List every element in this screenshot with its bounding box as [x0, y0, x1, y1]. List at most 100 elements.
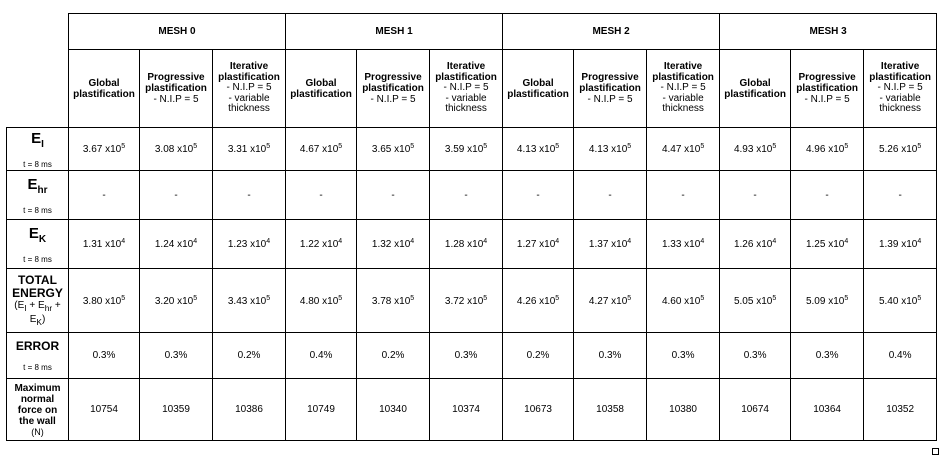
ei-subscript: I	[41, 138, 44, 150]
value-mantissa: 4.13 x10	[516, 144, 556, 155]
method-line: plastification	[652, 71, 714, 83]
value-mantissa: 3.67 x10	[82, 144, 122, 155]
ek-symbol: E	[28, 224, 39, 242]
value-cell-total: 3.80 x105	[68, 268, 140, 333]
error-time: t = 8 ms	[23, 362, 52, 372]
value-mantissa: 1.37 x10	[588, 239, 628, 250]
method-line: plastification	[796, 83, 858, 94]
value-cell-ei: 3.08 x105	[139, 127, 213, 171]
method-global-mesh-0: Global plastification	[68, 49, 140, 128]
method-line: Iterative	[229, 61, 269, 73]
maxforce-label-1: Maximum	[14, 382, 61, 394]
error-label: ERROR	[15, 338, 60, 353]
method-line: plastification	[145, 83, 207, 94]
value-cell-ek: 1.28 x104	[429, 219, 504, 269]
row-label-ei: EI t = 8 ms	[6, 127, 69, 171]
value-mantissa: 5.40 x10	[878, 295, 918, 307]
value-exponent: 5	[844, 294, 849, 302]
value-exponent: 5	[410, 143, 415, 150]
formula-close: )	[41, 313, 46, 325]
method-line: plastification	[579, 83, 641, 94]
value-mantissa: 4.26 x10	[516, 295, 556, 307]
method-line: - N.I.P = 5	[804, 94, 850, 105]
corner-blank-cell	[6, 13, 69, 128]
value-mantissa: 3.20 x10	[154, 295, 194, 307]
method-line: Progressive	[581, 72, 639, 83]
method-progressive-mesh-0: Progressive plastification - N.I.P = 5	[139, 49, 213, 128]
value-cell-ek: 1.26 x104	[719, 219, 792, 269]
method-line: - variable	[228, 92, 270, 104]
value-cell-total: 5.05 x105	[719, 268, 792, 333]
value-cell-error: 0.4%	[863, 332, 938, 379]
method-header-row: Global plastification Progressive plastific…	[7, 49, 938, 128]
value-mantissa: 3.72 x10	[444, 295, 484, 307]
method-line: Iterative	[663, 61, 703, 73]
value-cell-ei: 3.65 x105	[356, 127, 431, 171]
value-cell-total: 3.72 x105	[429, 268, 504, 333]
value-exponent: 5	[338, 294, 343, 302]
value-cell-ehr: -	[646, 170, 721, 220]
ei-time: t = 8 ms	[23, 159, 52, 169]
value-cell-ei: 4.96 x105	[790, 127, 865, 171]
results-table: MESH 0 MESH 1 MESH 2 MESH 3 Global plasti…	[6, 13, 938, 441]
value-cell-ei: 4.47 x105	[646, 127, 721, 171]
value-mantissa: 3.43 x10	[227, 295, 267, 307]
value-cell-ek: 1.23 x104	[211, 219, 287, 269]
value-mantissa: 4.60 x10	[661, 295, 701, 307]
value-mantissa: 1.27 x10	[516, 239, 556, 250]
method-global-mesh-2: Global plastification	[502, 49, 575, 128]
value-mantissa: 4.27 x10	[588, 295, 628, 307]
value-cell-ehr: -	[68, 170, 140, 220]
maxforce-label-2: normal	[20, 393, 55, 405]
value-cell-error: 0.3%	[68, 332, 140, 379]
value-cell-total: 3.20 x105	[139, 268, 213, 333]
value-exponent: 4	[483, 238, 488, 245]
method-line: thickness	[445, 103, 487, 115]
value-exponent: 5	[338, 143, 343, 150]
value-cell-ehr: -	[790, 170, 865, 220]
value-cell-ei: 4.13 x105	[573, 127, 648, 171]
value-cell-error: 0.4%	[285, 332, 358, 379]
maxforce-label-3: force on	[17, 404, 58, 416]
value-exponent: 5	[700, 143, 705, 150]
maxforce-unit: (N)	[31, 426, 44, 437]
method-line: Global	[522, 77, 554, 89]
value-exponent: 4	[193, 238, 198, 245]
row-error: ERROR t = 8 ms 0.3% 0.3% 0.2% 0.4% 0.2% 0.3% 0…	[6, 332, 938, 379]
value-cell-total: 5.09 x105	[790, 268, 865, 333]
method-progressive-mesh-2: Progressive plastification - N.I.P = 5	[573, 49, 648, 128]
method-line: plastification	[507, 88, 569, 100]
value-exponent: 5	[627, 143, 632, 150]
value-cell-maxforce: 10749	[285, 378, 358, 441]
value-exponent: 5	[844, 143, 849, 150]
method-iterative-mesh-0: Iterative plastification - N.I.P = 5- vari…	[211, 49, 287, 128]
value-exponent: 5	[555, 294, 560, 302]
value-exponent: 4	[700, 238, 705, 245]
value-mantissa: 1.33 x10	[661, 239, 701, 250]
value-cell-ek: 1.22 x104	[285, 219, 358, 269]
value-exponent: 5	[121, 294, 126, 302]
ehr-symbol: E	[27, 175, 38, 193]
value-cell-ehr: -	[502, 170, 575, 220]
value-exponent: 4	[917, 238, 922, 245]
value-cell-maxforce: 10673	[502, 378, 575, 441]
value-exponent: 5	[917, 143, 922, 150]
value-cell-error: 0.3%	[719, 332, 792, 379]
value-cell-ehr: -	[719, 170, 792, 220]
value-cell-maxforce: 10674	[719, 378, 792, 441]
method-iterative-mesh-2: Iterative plastification - N.I.P = 5- vari…	[646, 49, 721, 128]
value-exponent: 5	[193, 143, 198, 150]
value-exponent: 5	[772, 294, 777, 302]
value-cell-maxforce: 10340	[356, 378, 431, 441]
value-exponent: 5	[121, 143, 126, 150]
value-cell-ei: 4.67 x105	[285, 127, 358, 171]
value-cell-ehr: -	[356, 170, 431, 220]
value-mantissa: 3.78 x10	[371, 295, 411, 307]
mesh-header-row: MESH 0 MESH 1 MESH 2 MESH 3	[6, 13, 938, 128]
row-max-normal-force: Maximum normal force on the wall (N) 107…	[6, 378, 938, 441]
value-cell-total: 3.43 x105	[211, 268, 287, 333]
value-cell-ek: 1.31 x104	[68, 219, 140, 269]
value-exponent: 5	[483, 294, 488, 302]
formula-open: (E	[14, 299, 25, 311]
value-cell-ek: 1.24 x104	[139, 219, 213, 269]
